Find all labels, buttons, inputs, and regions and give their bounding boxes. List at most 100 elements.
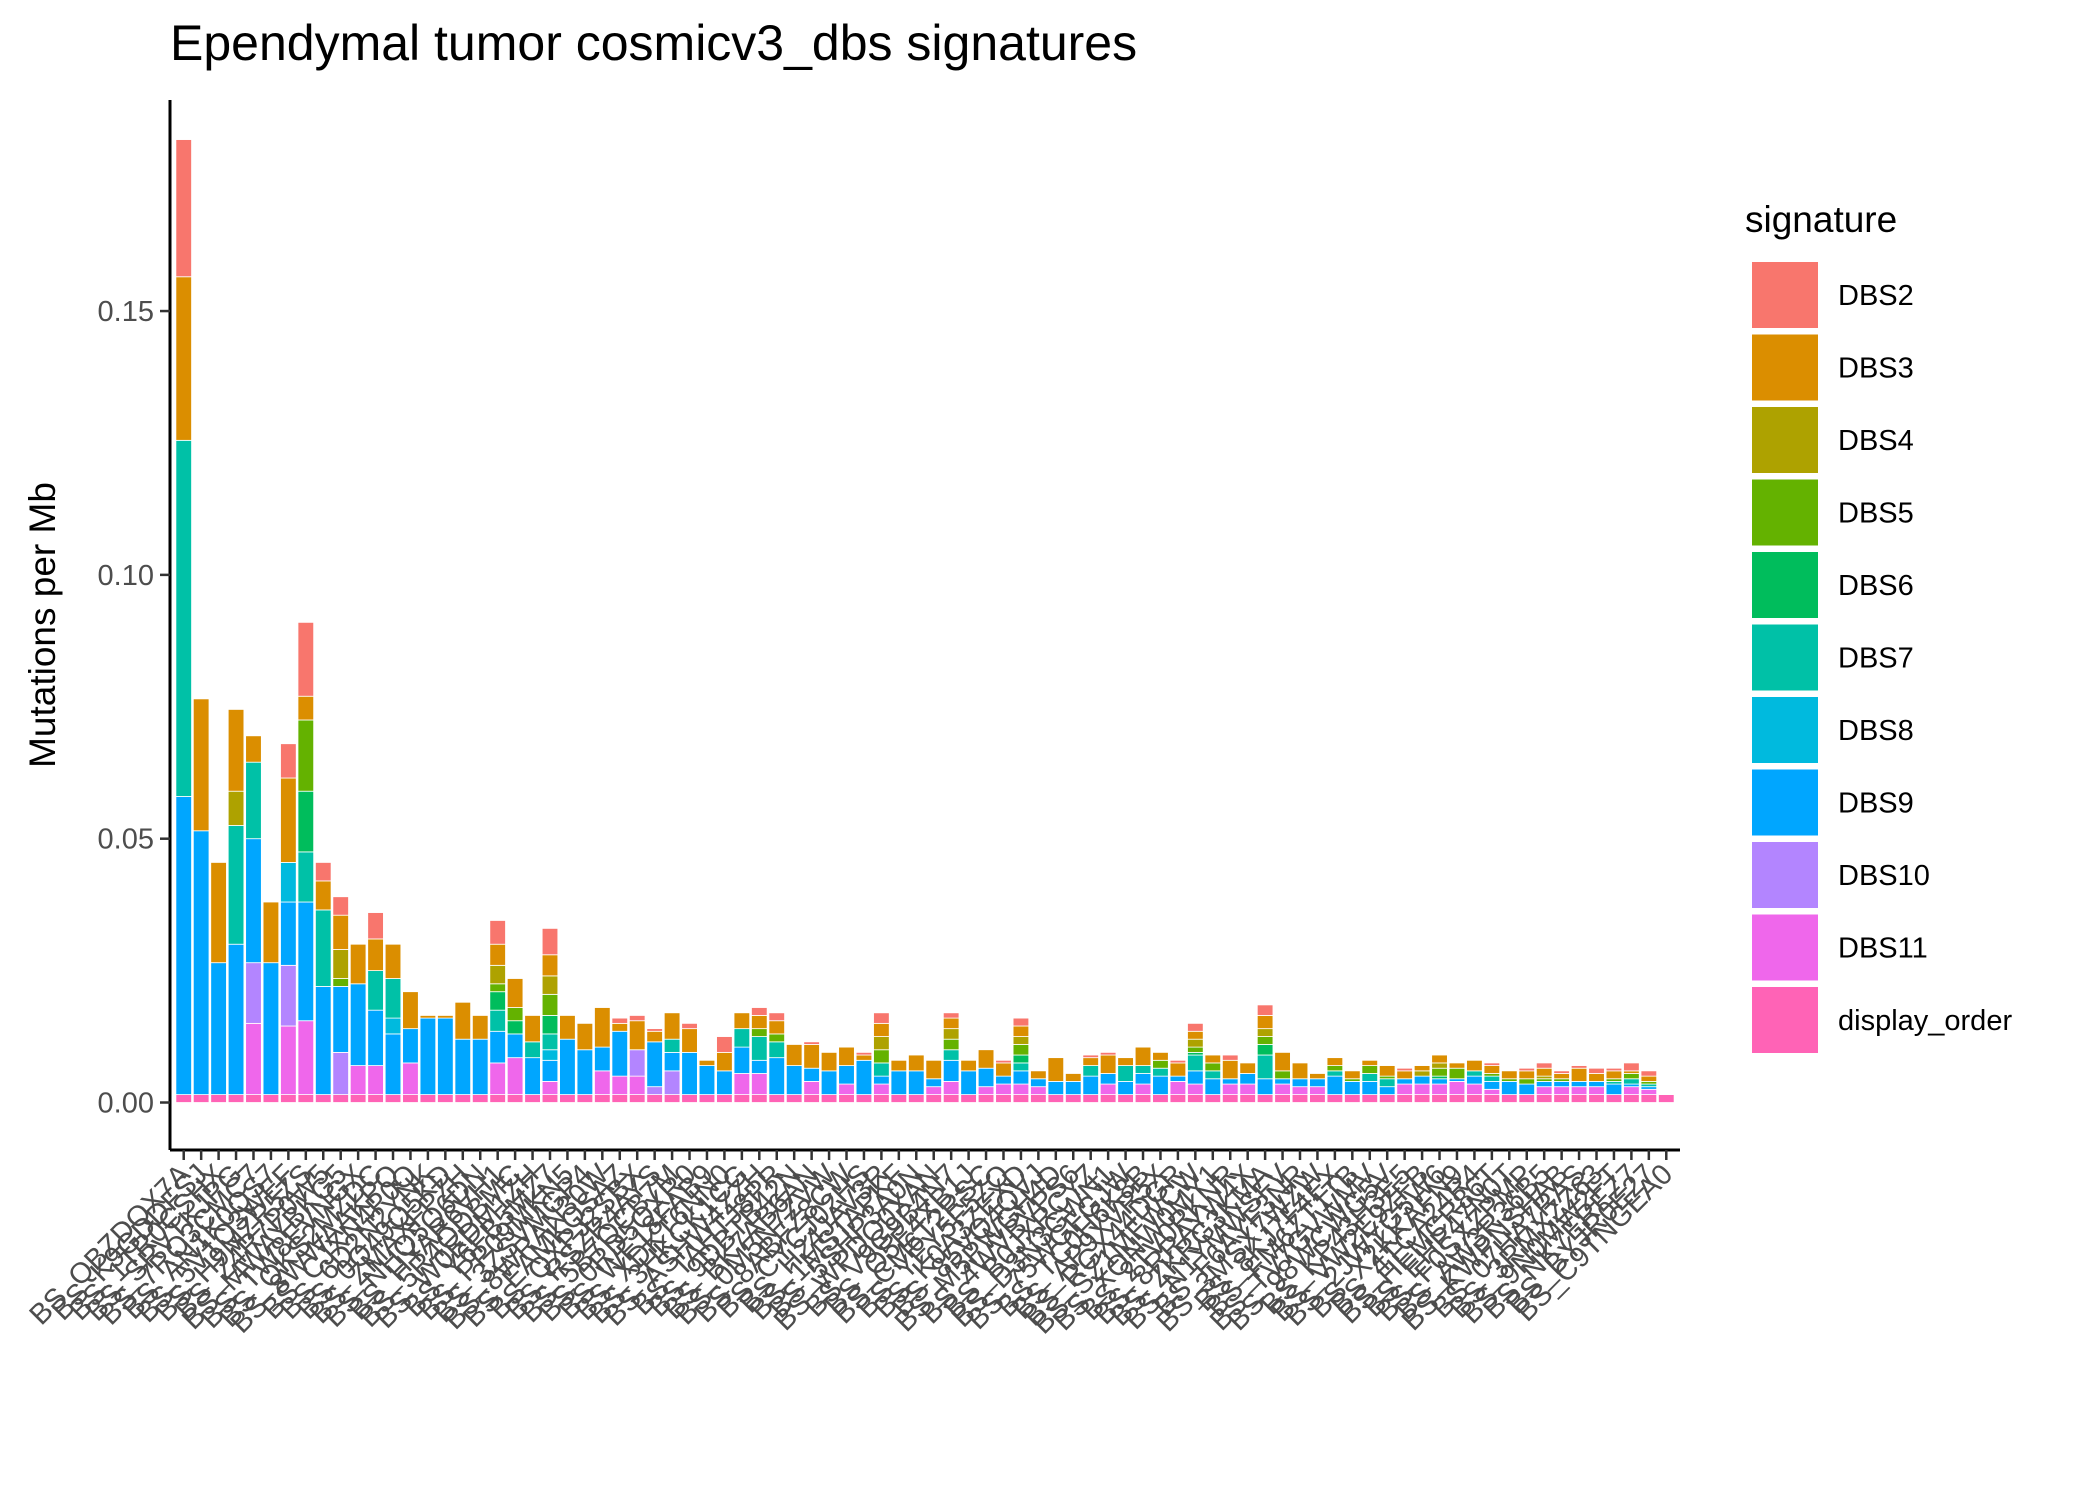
bar-segment-dbs3 [1588, 1073, 1605, 1082]
bar-segment-display-order [628, 1094, 646, 1103]
bar-segment-display-order [419, 1094, 437, 1103]
bar-segment-dbs9 [1588, 1081, 1605, 1088]
y-axis-title: Mutations per Mb [22, 482, 63, 768]
bar-segment-dbs3 [1047, 1057, 1065, 1082]
bar-segment-display-order [611, 1094, 629, 1103]
bar-segment-dbs9 [384, 1033, 402, 1095]
bar-segment-dbs2 [1187, 1022, 1204, 1032]
bar-segment-dbs11 [506, 1057, 524, 1095]
bar-segment-display-order [245, 1094, 262, 1103]
bar-segment-dbs2 [1082, 1054, 1099, 1059]
bar-segment-dbs7 [1623, 1078, 1640, 1085]
bar-segment-display-order [1448, 1094, 1466, 1103]
bar-segment-display-order [1152, 1094, 1169, 1103]
bar-segment-display-order [785, 1094, 803, 1103]
bar-segment-dbs9 [297, 901, 315, 1022]
bar-segment-dbs10 [245, 962, 262, 1024]
bar-segment-display-order [1361, 1094, 1379, 1103]
bar-segment-dbs3 [506, 978, 524, 1008]
bar-segment-display-order [349, 1094, 367, 1103]
bar-segment-dbs3 [1221, 1059, 1239, 1080]
bar-segment-dbs3 [733, 1012, 751, 1030]
bar-segment-dbs4 [489, 964, 506, 985]
bar-segment-display-order [175, 1094, 192, 1103]
legend: signature DBS2DBS3DBS4DBS5DBS6DBS7DBS8DB… [1745, 199, 2012, 1053]
bar-segment-display-order [1256, 1094, 1274, 1103]
bar-segment-dbs3 [873, 1022, 890, 1037]
bar-segment-dbs5 [489, 983, 506, 993]
bar-segment-dbs11 [751, 1073, 768, 1095]
bar-segment-dbs7 [1117, 1065, 1134, 1082]
bar-segment-dbs6 [1256, 1044, 1274, 1056]
bar-segment-dbs9 [1065, 1081, 1082, 1095]
bar-segment-dbs3 [908, 1054, 925, 1072]
bar-segment-dbs11 [733, 1073, 751, 1095]
bar-segment-dbs5 [332, 978, 349, 987]
bar-segment-dbs7 [1134, 1065, 1152, 1074]
bar-segment-dbs3 [1640, 1075, 1658, 1082]
bar-segment-dbs7 [367, 970, 384, 1011]
bar-segment-dbs3 [419, 1015, 437, 1019]
bar-segment-dbs9 [419, 1017, 437, 1095]
bar-segment-dbs2 [1605, 1067, 1623, 1072]
bar-segment-dbs9 [402, 1028, 419, 1064]
bar-segment-dbs3 [1291, 1062, 1309, 1080]
bar-segment-dbs3 [977, 1049, 995, 1069]
bar-segment-dbs3 [524, 1015, 541, 1043]
legend-label-dbs2: DBS2 [1838, 280, 1914, 312]
bar-segment-dbs11 [1309, 1086, 1326, 1095]
bar-segment-dbs7 [1012, 1062, 1030, 1072]
bar-segment-display-order [1588, 1094, 1605, 1103]
bar-segment-dbs9 [471, 1038, 489, 1095]
bar-segment-dbs9 [646, 1041, 663, 1088]
bar-segment-dbs11 [1448, 1081, 1466, 1095]
bar-segment-dbs4 [942, 1028, 960, 1040]
bar-segment-dbs3 [1204, 1054, 1222, 1064]
bar-segment-dbs2 [1256, 1004, 1274, 1016]
bar-segment-dbs11 [1623, 1086, 1640, 1095]
bar-segment-dbs9 [820, 1070, 838, 1095]
bar-segment-dbs3 [785, 1044, 803, 1066]
bar-segment-dbs4 [1012, 1036, 1030, 1045]
bar-segment-display-order [227, 1094, 245, 1103]
legend-label-dbs6: DBS6 [1838, 570, 1914, 602]
bar-segment-dbs3 [192, 698, 210, 832]
bar-segment-display-order [820, 1094, 838, 1103]
bar-segment-dbs3 [402, 991, 419, 1030]
bar-segment-display-order [437, 1094, 454, 1103]
bar-segment-dbs3 [1431, 1054, 1448, 1064]
bar-segment-dbs3 [280, 777, 297, 863]
bar-segment-dbs2 [646, 1028, 663, 1032]
bar-segment-dbs3 [1518, 1070, 1535, 1080]
bar-segment-display-order [838, 1094, 855, 1103]
legend-label-dbs3: DBS3 [1838, 353, 1914, 385]
bar-segment-dbs5 [1187, 1046, 1204, 1053]
bar-segment-dbs9 [663, 1051, 681, 1072]
bar-segment-dbs11 [1396, 1083, 1413, 1095]
bar-segment-display-order [1187, 1094, 1204, 1103]
bar-segment-dbs11 [402, 1062, 419, 1095]
bar-segment-display-order [1012, 1094, 1030, 1103]
bar-segment-dbs2 [855, 1051, 873, 1056]
bar-segment-dbs3 [227, 709, 245, 792]
bar-segment-dbs2 [768, 1012, 785, 1022]
bar-segment-dbs3 [559, 1015, 576, 1040]
bar-segment-dbs9 [315, 986, 332, 1095]
bar-segment-display-order [751, 1094, 768, 1103]
legend-swatch-dbs6 [1752, 552, 1818, 618]
bar-segment-dbs11 [297, 1020, 315, 1095]
bar-segment-display-order [1431, 1094, 1448, 1103]
bar-segment-display-order [262, 1094, 280, 1103]
bar-segment-dbs9 [332, 986, 349, 1053]
bar-segment-dbs2 [1396, 1067, 1413, 1072]
bar-segment-dbs3 [838, 1046, 855, 1066]
bar-segment-dbs3 [1344, 1070, 1361, 1080]
bar-segment-display-order [646, 1094, 663, 1103]
bar-segment-display-order [576, 1094, 594, 1103]
legend-swatch-dbs9 [1752, 769, 1818, 836]
bar-segment-dbs7 [384, 978, 402, 1019]
legend-swatch-dbs5 [1752, 479, 1818, 546]
bar-segment-display-order [1309, 1094, 1326, 1103]
bar-segment-dbs7 [489, 1009, 506, 1032]
y-tick-label: 0.00 [98, 1088, 154, 1120]
